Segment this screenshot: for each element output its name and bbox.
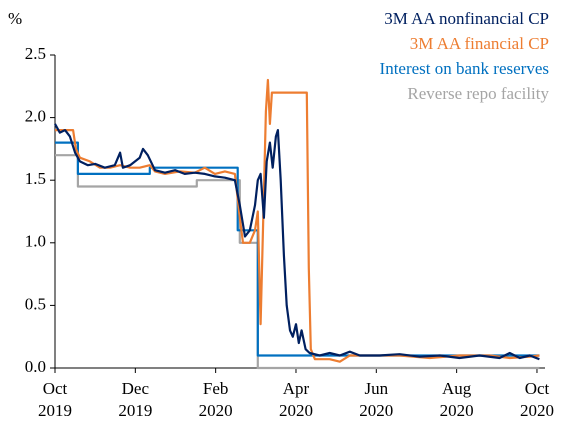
x-tick-label: Apr 2020	[279, 379, 313, 420]
series-line	[55, 141, 540, 357]
x-tick-label: Dec 2019	[118, 379, 152, 420]
series-line	[55, 78, 540, 363]
legend-entry: 3M AA nonfinancial CP	[384, 9, 549, 28]
y-axis-label: %	[8, 9, 22, 28]
y-tick-label: 1.5	[25, 169, 46, 188]
y-tick-label: 0.5	[25, 294, 46, 313]
legend-entry: 3M AA financial CP	[410, 34, 549, 53]
x-tick-label: Aug 2020	[440, 379, 474, 420]
series-line	[54, 123, 540, 361]
x-tick-label: Feb 2020	[199, 379, 233, 420]
x-tick-label: Oct 2020	[520, 379, 554, 420]
legend-entry: Interest on bank reserves	[380, 59, 549, 78]
x-tick-label: Oct 2019	[38, 379, 72, 420]
y-tick-label: 2.0	[25, 107, 46, 126]
y-tick-label: 2.5	[25, 44, 46, 63]
legend-entry: Reverse repo facility	[407, 84, 549, 103]
y-tick-label: 0.0	[25, 357, 46, 376]
x-tick-label: Jun 2020	[359, 379, 393, 420]
y-tick-label: 1.0	[25, 232, 46, 251]
